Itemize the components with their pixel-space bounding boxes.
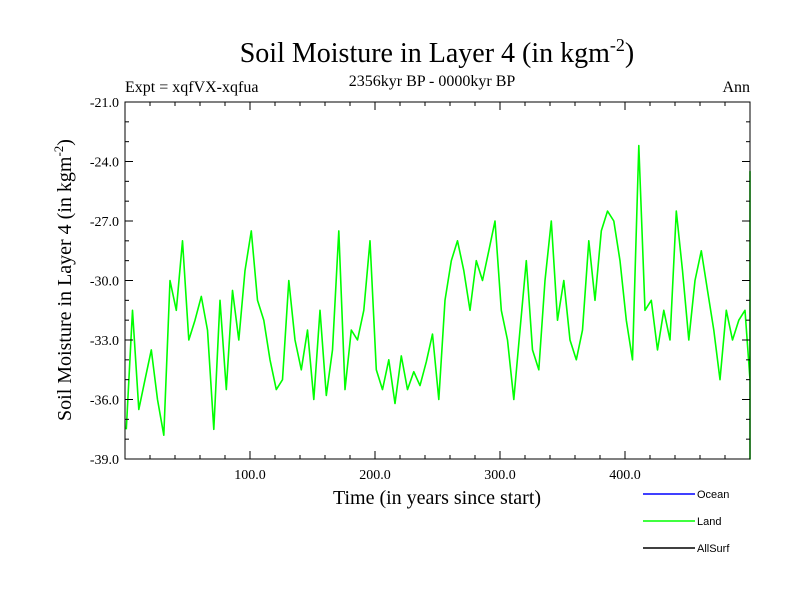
x-tick-label: 100.0 [234, 468, 266, 483]
legend-label-allsurf: AllSurf [697, 543, 730, 555]
x-tick-label: 300.0 [484, 468, 516, 483]
series-line-land [125, 144, 751, 460]
legend-label-land: Land [697, 516, 721, 528]
x-tick-label: 400.0 [609, 468, 641, 483]
subtitle-center: 2356kyr BP - 0000kyr BP [349, 73, 516, 90]
y-tick-label: -33.0 [90, 334, 119, 349]
y-tick-label: -24.0 [90, 156, 119, 171]
chart-title: Soil Moisture in Layer 4 (in kgm-2) [240, 35, 635, 69]
legend-label-ocean: Ocean [697, 489, 729, 501]
subtitle-right: Ann [722, 79, 750, 96]
subtitle-left: Expt = xqfVX-xqfua [125, 79, 258, 96]
y-tick-label: -27.0 [90, 215, 119, 230]
x-tick-label: 200.0 [359, 468, 391, 483]
plot-frame [124, 101, 751, 460]
y-tick-label: -39.0 [90, 453, 119, 468]
x-axis-label: Time (in years since start) [333, 487, 541, 509]
y-axis-label: Soil Moisture in Layer 4 (in kgm-2) [51, 139, 76, 421]
y-tick-label: -21.0 [90, 96, 119, 111]
y-tick-label: -30.0 [90, 275, 119, 290]
y-tick-label: -36.0 [90, 394, 119, 409]
